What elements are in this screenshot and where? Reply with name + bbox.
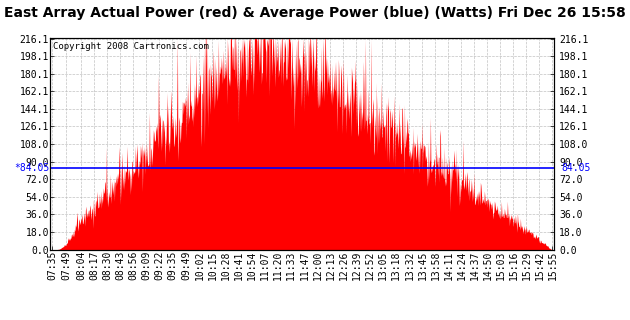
Text: Copyright 2008 Cartronics.com: Copyright 2008 Cartronics.com bbox=[53, 42, 209, 51]
Text: 84.05: 84.05 bbox=[561, 163, 591, 172]
Text: East Array Actual Power (red) & Average Power (blue) (Watts) Fri Dec 26 15:58: East Array Actual Power (red) & Average … bbox=[4, 6, 626, 20]
Text: *84.05: *84.05 bbox=[14, 163, 49, 172]
